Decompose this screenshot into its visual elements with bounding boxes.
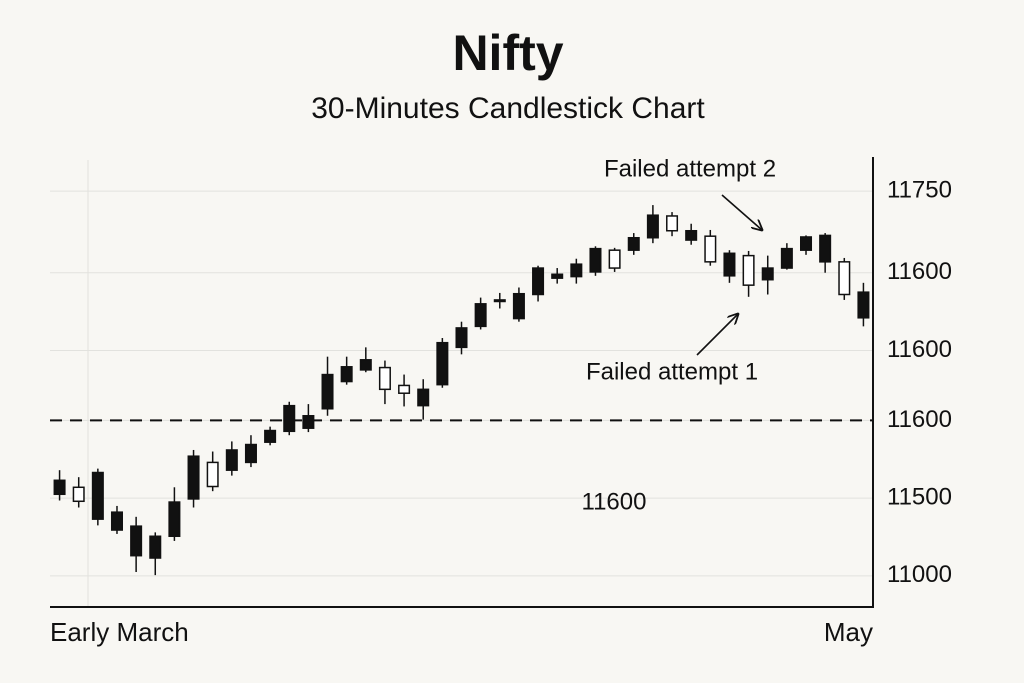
candle-body	[398, 384, 411, 394]
chart-subtitle: 30-Minutes Candlestick Chart	[311, 92, 705, 125]
candle-body	[570, 263, 583, 278]
candle-body	[321, 373, 334, 410]
candle-body	[532, 267, 545, 296]
candle-body	[53, 479, 66, 496]
chart-title: Nifty	[452, 25, 563, 81]
candle-body	[187, 455, 200, 500]
candle-body	[302, 415, 315, 429]
y-tick-label: 11600	[887, 336, 952, 363]
candles	[53, 205, 870, 576]
y-tick-label: 11500	[887, 484, 952, 511]
candle-body	[666, 215, 679, 232]
y-tick-label: 11600	[887, 406, 952, 433]
candle-body	[838, 261, 851, 296]
x-axis-label: Early March	[50, 617, 189, 647]
candle-body	[436, 341, 449, 386]
candle-body	[110, 511, 124, 531]
candle-body	[72, 486, 85, 503]
candle-body	[283, 404, 296, 433]
candle-body	[225, 449, 238, 471]
candle-body	[646, 214, 659, 239]
annotation: Failed attempt 2	[604, 155, 776, 182]
y-tick-label: 11750	[887, 176, 952, 203]
candle-body	[149, 535, 162, 559]
candle-body	[359, 359, 372, 371]
y-tick-label: 11000	[887, 561, 952, 588]
annotation: Failed attempt 1	[586, 358, 758, 385]
candle-body	[512, 292, 525, 320]
candle-body	[627, 236, 640, 251]
x-axis-label: May	[824, 617, 873, 647]
candle-body	[723, 252, 736, 277]
candle-body	[685, 229, 698, 241]
candle-body	[742, 254, 755, 286]
candle-body	[704, 235, 717, 263]
candle-body	[474, 303, 487, 328]
candle-body	[91, 471, 104, 520]
candle-body	[799, 236, 813, 251]
annotation: 11600	[582, 488, 647, 515]
candle-body	[417, 388, 430, 407]
candle-body	[168, 501, 181, 538]
candle-body	[455, 327, 468, 349]
candle-body	[130, 525, 143, 557]
candle-body	[761, 267, 774, 281]
annotation-arrow	[696, 314, 738, 356]
candle-body	[378, 366, 391, 391]
grid	[50, 190, 873, 577]
candle-body	[857, 291, 870, 319]
candle-body	[206, 461, 219, 488]
candle-body	[551, 273, 564, 279]
candle-body	[244, 443, 257, 464]
candle-body	[608, 249, 621, 269]
candle-body	[493, 299, 506, 303]
candle-body	[340, 366, 353, 383]
candle-body	[264, 429, 277, 443]
y-tick-label: 11600	[887, 258, 952, 285]
candle-body	[819, 234, 832, 263]
candle-body	[780, 247, 793, 269]
candle-body	[589, 247, 602, 273]
annotation-arrow	[721, 194, 762, 230]
